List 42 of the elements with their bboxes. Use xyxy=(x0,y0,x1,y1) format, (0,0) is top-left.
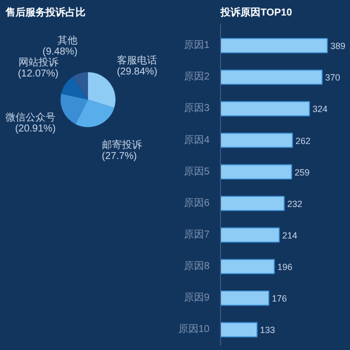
slice-label: 邮寄投诉 xyxy=(102,138,142,151)
data-label: (29.84%) xyxy=(116,66,158,78)
slice-label: 客服电话 xyxy=(116,54,157,67)
slice-label: 其他 xyxy=(58,34,78,46)
bar xyxy=(220,322,258,338)
bar xyxy=(220,227,280,243)
bar xyxy=(220,38,328,54)
y-tick-label: 原因6 xyxy=(184,198,210,209)
chart-title: 投诉原因TOP10 xyxy=(220,6,292,18)
data-label: 259 xyxy=(294,167,310,178)
data-label: 232 xyxy=(287,198,302,209)
y-tick-label: 原因8 xyxy=(184,261,210,272)
y-tick-label: 原因9 xyxy=(184,292,210,304)
data-label: 389 xyxy=(330,41,346,52)
slice-label: 微信公众号 xyxy=(6,111,56,124)
y-tick-label: 原因7 xyxy=(184,230,210,241)
bar xyxy=(220,164,292,180)
data-label: (27.7%) xyxy=(102,150,137,162)
bar xyxy=(220,70,323,85)
data-label: (20.91%) xyxy=(15,123,56,134)
data-label: 324 xyxy=(312,104,328,114)
y-tick-label: 原因1 xyxy=(184,40,210,52)
bar xyxy=(220,258,275,274)
bar xyxy=(220,196,285,212)
data-label: 176 xyxy=(272,294,287,304)
data-label: 133 xyxy=(260,325,276,336)
y-tick-label: 原因3 xyxy=(184,103,210,114)
data-label: 214 xyxy=(282,230,298,241)
slice-label: 网站投诉 xyxy=(18,56,58,68)
y-tick-label: 原因2 xyxy=(184,72,210,83)
bar xyxy=(220,101,310,116)
data-label: 196 xyxy=(277,262,292,272)
bar xyxy=(220,290,270,306)
data-label: (9.48%) xyxy=(42,46,78,58)
data-label: 370 xyxy=(325,72,340,83)
bar xyxy=(220,132,293,148)
data-label: (12.07%) xyxy=(18,68,58,80)
data-label: 262 xyxy=(295,136,310,146)
chart-title: 售后服务投诉占比 xyxy=(4,6,86,18)
y-tick-label: 原因4 xyxy=(184,134,210,146)
y-tick-label: 原因5 xyxy=(184,166,210,178)
y-tick-label: 原因10 xyxy=(178,324,210,336)
